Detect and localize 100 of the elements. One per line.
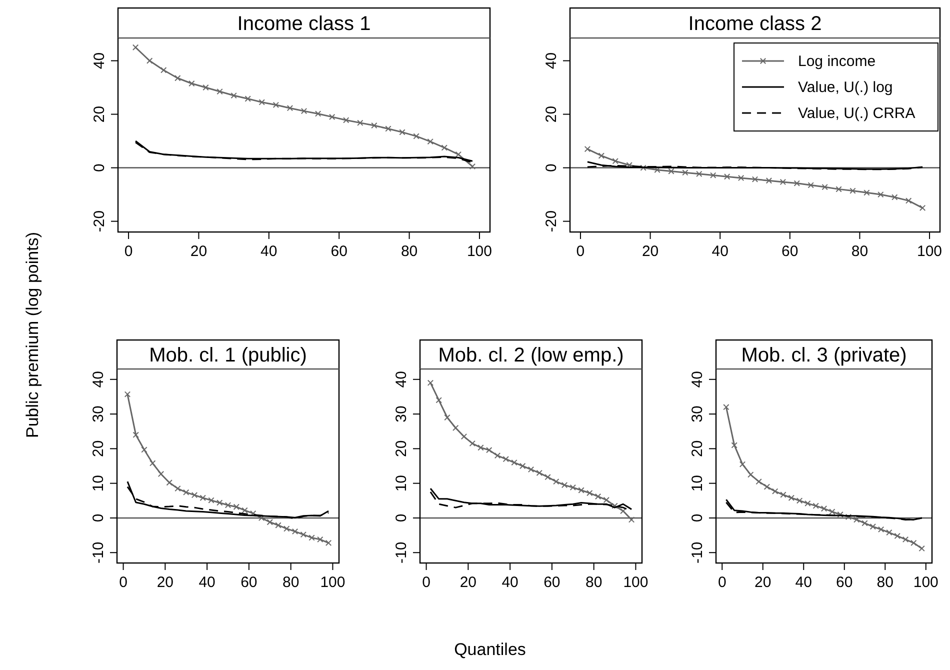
point — [284, 526, 290, 532]
x-tick-label: 60 — [330, 243, 348, 260]
chart-title: Mob. cl. 2 (low emp.) — [438, 344, 624, 366]
y-tick-label: 10 — [689, 474, 706, 492]
point — [905, 198, 912, 204]
point — [696, 170, 702, 178]
y-tick-label: 20 — [90, 440, 107, 458]
point — [216, 500, 223, 506]
point — [230, 92, 237, 99]
x-tick-label: 80 — [400, 243, 418, 260]
point — [594, 493, 602, 500]
point — [275, 522, 282, 528]
point — [308, 534, 315, 541]
point — [371, 122, 378, 129]
point — [258, 514, 265, 522]
y-tick-label: 20 — [91, 106, 108, 123]
point — [878, 526, 884, 532]
x-tick-label: 20 — [754, 574, 772, 591]
point — [208, 497, 214, 504]
point — [314, 110, 322, 117]
point — [132, 432, 139, 438]
point — [772, 488, 778, 494]
x-tick-label: 40 — [198, 574, 216, 591]
point — [385, 126, 392, 132]
point — [902, 536, 909, 543]
x-tick-label: 80 — [851, 243, 868, 260]
point — [478, 444, 484, 451]
x-tick-label: 80 — [282, 574, 300, 591]
point — [141, 446, 148, 453]
point — [436, 397, 442, 404]
x-tick-label: 100 — [913, 574, 938, 591]
y-tick-label: -20 — [543, 210, 560, 232]
point — [578, 487, 584, 494]
point — [739, 461, 746, 468]
y-tick-label: -10 — [90, 542, 107, 564]
y-axis-title: Public premium (log points) — [23, 232, 42, 438]
point — [808, 182, 814, 188]
point — [124, 391, 131, 398]
point — [233, 504, 240, 510]
point — [878, 191, 884, 198]
point — [427, 138, 434, 145]
x-tick-label: 100 — [623, 574, 648, 591]
point — [837, 511, 844, 518]
point — [829, 508, 836, 515]
point — [224, 502, 232, 508]
y-tick-label: 40 — [543, 52, 560, 70]
point — [553, 478, 560, 485]
point — [455, 151, 462, 158]
point — [292, 528, 298, 535]
legend-label: Log income — [798, 53, 876, 70]
y-tick-label: 30 — [90, 406, 107, 422]
point — [544, 474, 551, 480]
point — [158, 470, 164, 478]
point — [738, 174, 744, 182]
y-tick-label: 30 — [689, 406, 706, 422]
x-tick-label: 0 — [119, 574, 128, 591]
point — [752, 176, 758, 182]
y-tick-label: 40 — [90, 371, 107, 388]
y-tick-label: 40 — [393, 371, 410, 388]
y-tick-label: 0 — [543, 164, 560, 172]
point — [845, 514, 852, 520]
point — [174, 75, 181, 82]
point — [682, 169, 688, 176]
y-tick-label: 10 — [90, 474, 107, 492]
x-tick-label: 20 — [642, 243, 659, 260]
x-tick-label: 60 — [240, 574, 258, 591]
point — [603, 496, 610, 504]
point — [584, 146, 591, 152]
point — [325, 540, 332, 546]
x-tick-label: 60 — [836, 574, 853, 591]
point — [598, 152, 605, 159]
point — [870, 524, 876, 530]
point — [191, 492, 198, 498]
point — [822, 184, 828, 190]
chart-title: Income class 1 — [237, 13, 371, 35]
point — [150, 460, 156, 466]
legend-label: Value, U(.) log — [798, 79, 893, 96]
legend-label: Value, U(.) CRRA — [798, 105, 916, 122]
point — [612, 502, 618, 509]
point — [427, 380, 434, 386]
point — [413, 133, 420, 140]
y-tick-label: 20 — [543, 106, 560, 123]
x-tick-label: 0 — [124, 243, 133, 260]
x-tick-label: 60 — [544, 574, 560, 591]
point — [918, 545, 925, 552]
point — [854, 516, 860, 523]
point — [919, 204, 926, 212]
point — [766, 178, 772, 184]
point — [862, 520, 868, 526]
x-tick-label: 0 — [576, 243, 585, 260]
point — [756, 478, 762, 485]
point — [357, 120, 364, 126]
y-tick-label: 0 — [393, 514, 410, 522]
y-tick-label: 0 — [91, 164, 108, 172]
point — [452, 424, 459, 431]
point — [317, 536, 324, 543]
point — [343, 117, 350, 124]
x-tick-label: 20 — [190, 243, 208, 260]
point — [258, 99, 265, 106]
point — [202, 84, 209, 91]
